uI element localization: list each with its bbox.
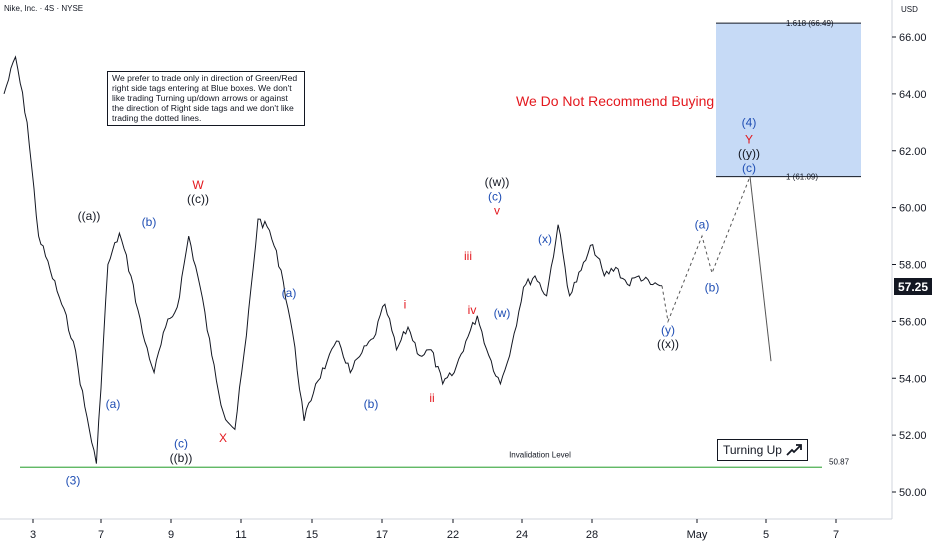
invalidation-value: 50.87 <box>829 457 850 466</box>
invalidation-label: Invalidation Level <box>509 450 571 459</box>
wave-label: (b) <box>364 397 379 411</box>
wave-label: (c) <box>742 161 756 175</box>
wave-label: (4) <box>742 115 757 129</box>
last-price-tag: 57.25 <box>894 278 932 295</box>
y-tick-label: 58.00 <box>899 260 927 272</box>
wave-label: ((b)) <box>170 451 193 465</box>
price-line <box>3 55 663 464</box>
x-tick-label: 7 <box>833 529 839 541</box>
x-tick-label: 11 <box>235 529 246 541</box>
trading-note: We prefer to trade only in direction of … <box>107 71 305 126</box>
wave-label: (c) <box>488 189 502 203</box>
wave-label: Y <box>745 132 753 146</box>
wave-label: (c) <box>174 437 188 451</box>
wave-label: ((c)) <box>187 192 209 206</box>
x-tick-label: 24 <box>516 529 528 541</box>
fib-level-label: 1.618 (66.49) <box>786 19 834 28</box>
x-tick-label: 5 <box>763 529 769 541</box>
x-tick-label: 15 <box>306 529 318 541</box>
wave-label: W <box>192 178 204 192</box>
decline-line <box>749 176 772 362</box>
wave-label: iv <box>468 303 477 317</box>
y-tick-label: 50.00 <box>899 487 927 499</box>
wave-label: ((x)) <box>657 337 679 351</box>
arrow-up-right-icon <box>786 444 802 456</box>
x-tick-label: 22 <box>447 529 459 541</box>
y-tick-label: 62.00 <box>899 146 927 158</box>
x-tick-label: 28 <box>586 529 598 541</box>
y-tick-label: 52.00 <box>899 430 927 442</box>
wave-label: i <box>404 297 407 311</box>
projection-dotted-line <box>661 176 751 324</box>
axis-layer: 50.00 52.00 54.00 56.00 58.00 60.00 62.00 64.00… <box>0 0 927 541</box>
fib-target-box <box>716 23 861 177</box>
series-layer: Invalidation Level 50.87 <box>3 55 850 468</box>
wave-label: ii <box>429 391 434 405</box>
wave-label-layer: (3)((a))(a)(b)(c)((b))W((c))X(a)(b)iiiii… <box>66 115 760 487</box>
wave-label: iii <box>464 249 472 263</box>
y-tick-label: 60.00 <box>899 203 927 215</box>
wave-label: (x) <box>538 232 552 246</box>
wave-label: (b) <box>705 280 720 294</box>
wave-label: (a) <box>695 218 710 232</box>
wave-label: ((w)) <box>485 175 510 189</box>
x-tick-label: 17 <box>376 529 388 541</box>
wave-label: ((a)) <box>78 209 101 223</box>
currency-label: USD <box>901 5 918 14</box>
chart-title: Nike, Inc. · 4S · NYSE <box>4 4 84 13</box>
y-tick-label: 64.00 <box>899 89 927 101</box>
wave-label: (a) <box>282 286 297 300</box>
turning-up-badge: Turning Up <box>717 439 808 461</box>
wave-label: (3) <box>66 474 81 488</box>
wave-label: (y) <box>661 323 675 337</box>
y-tick-label: 56.00 <box>899 316 927 328</box>
wave-label: (b) <box>142 215 157 229</box>
wave-label: X <box>219 431 227 445</box>
fib-level-label: 1 (61.09) <box>786 173 818 182</box>
wave-label: (a) <box>106 397 121 411</box>
x-tick-label: May <box>687 529 708 541</box>
turning-up-label: Turning Up <box>723 443 782 457</box>
wave-label: v <box>494 203 500 217</box>
x-tick-label: 3 <box>30 529 36 541</box>
target-box-layer: 1.618 (66.49) 1 (61.09) <box>716 19 861 182</box>
x-tick-label: 9 <box>168 529 174 541</box>
y-tick-label: 66.00 <box>899 32 927 44</box>
wave-label: (w) <box>494 306 511 320</box>
warning-text: We Do Not Recommend Buying <box>516 93 715 109</box>
wave-label: ((y)) <box>738 147 760 161</box>
y-tick-label: 54.00 <box>899 373 927 385</box>
x-tick-label: 7 <box>98 529 104 541</box>
